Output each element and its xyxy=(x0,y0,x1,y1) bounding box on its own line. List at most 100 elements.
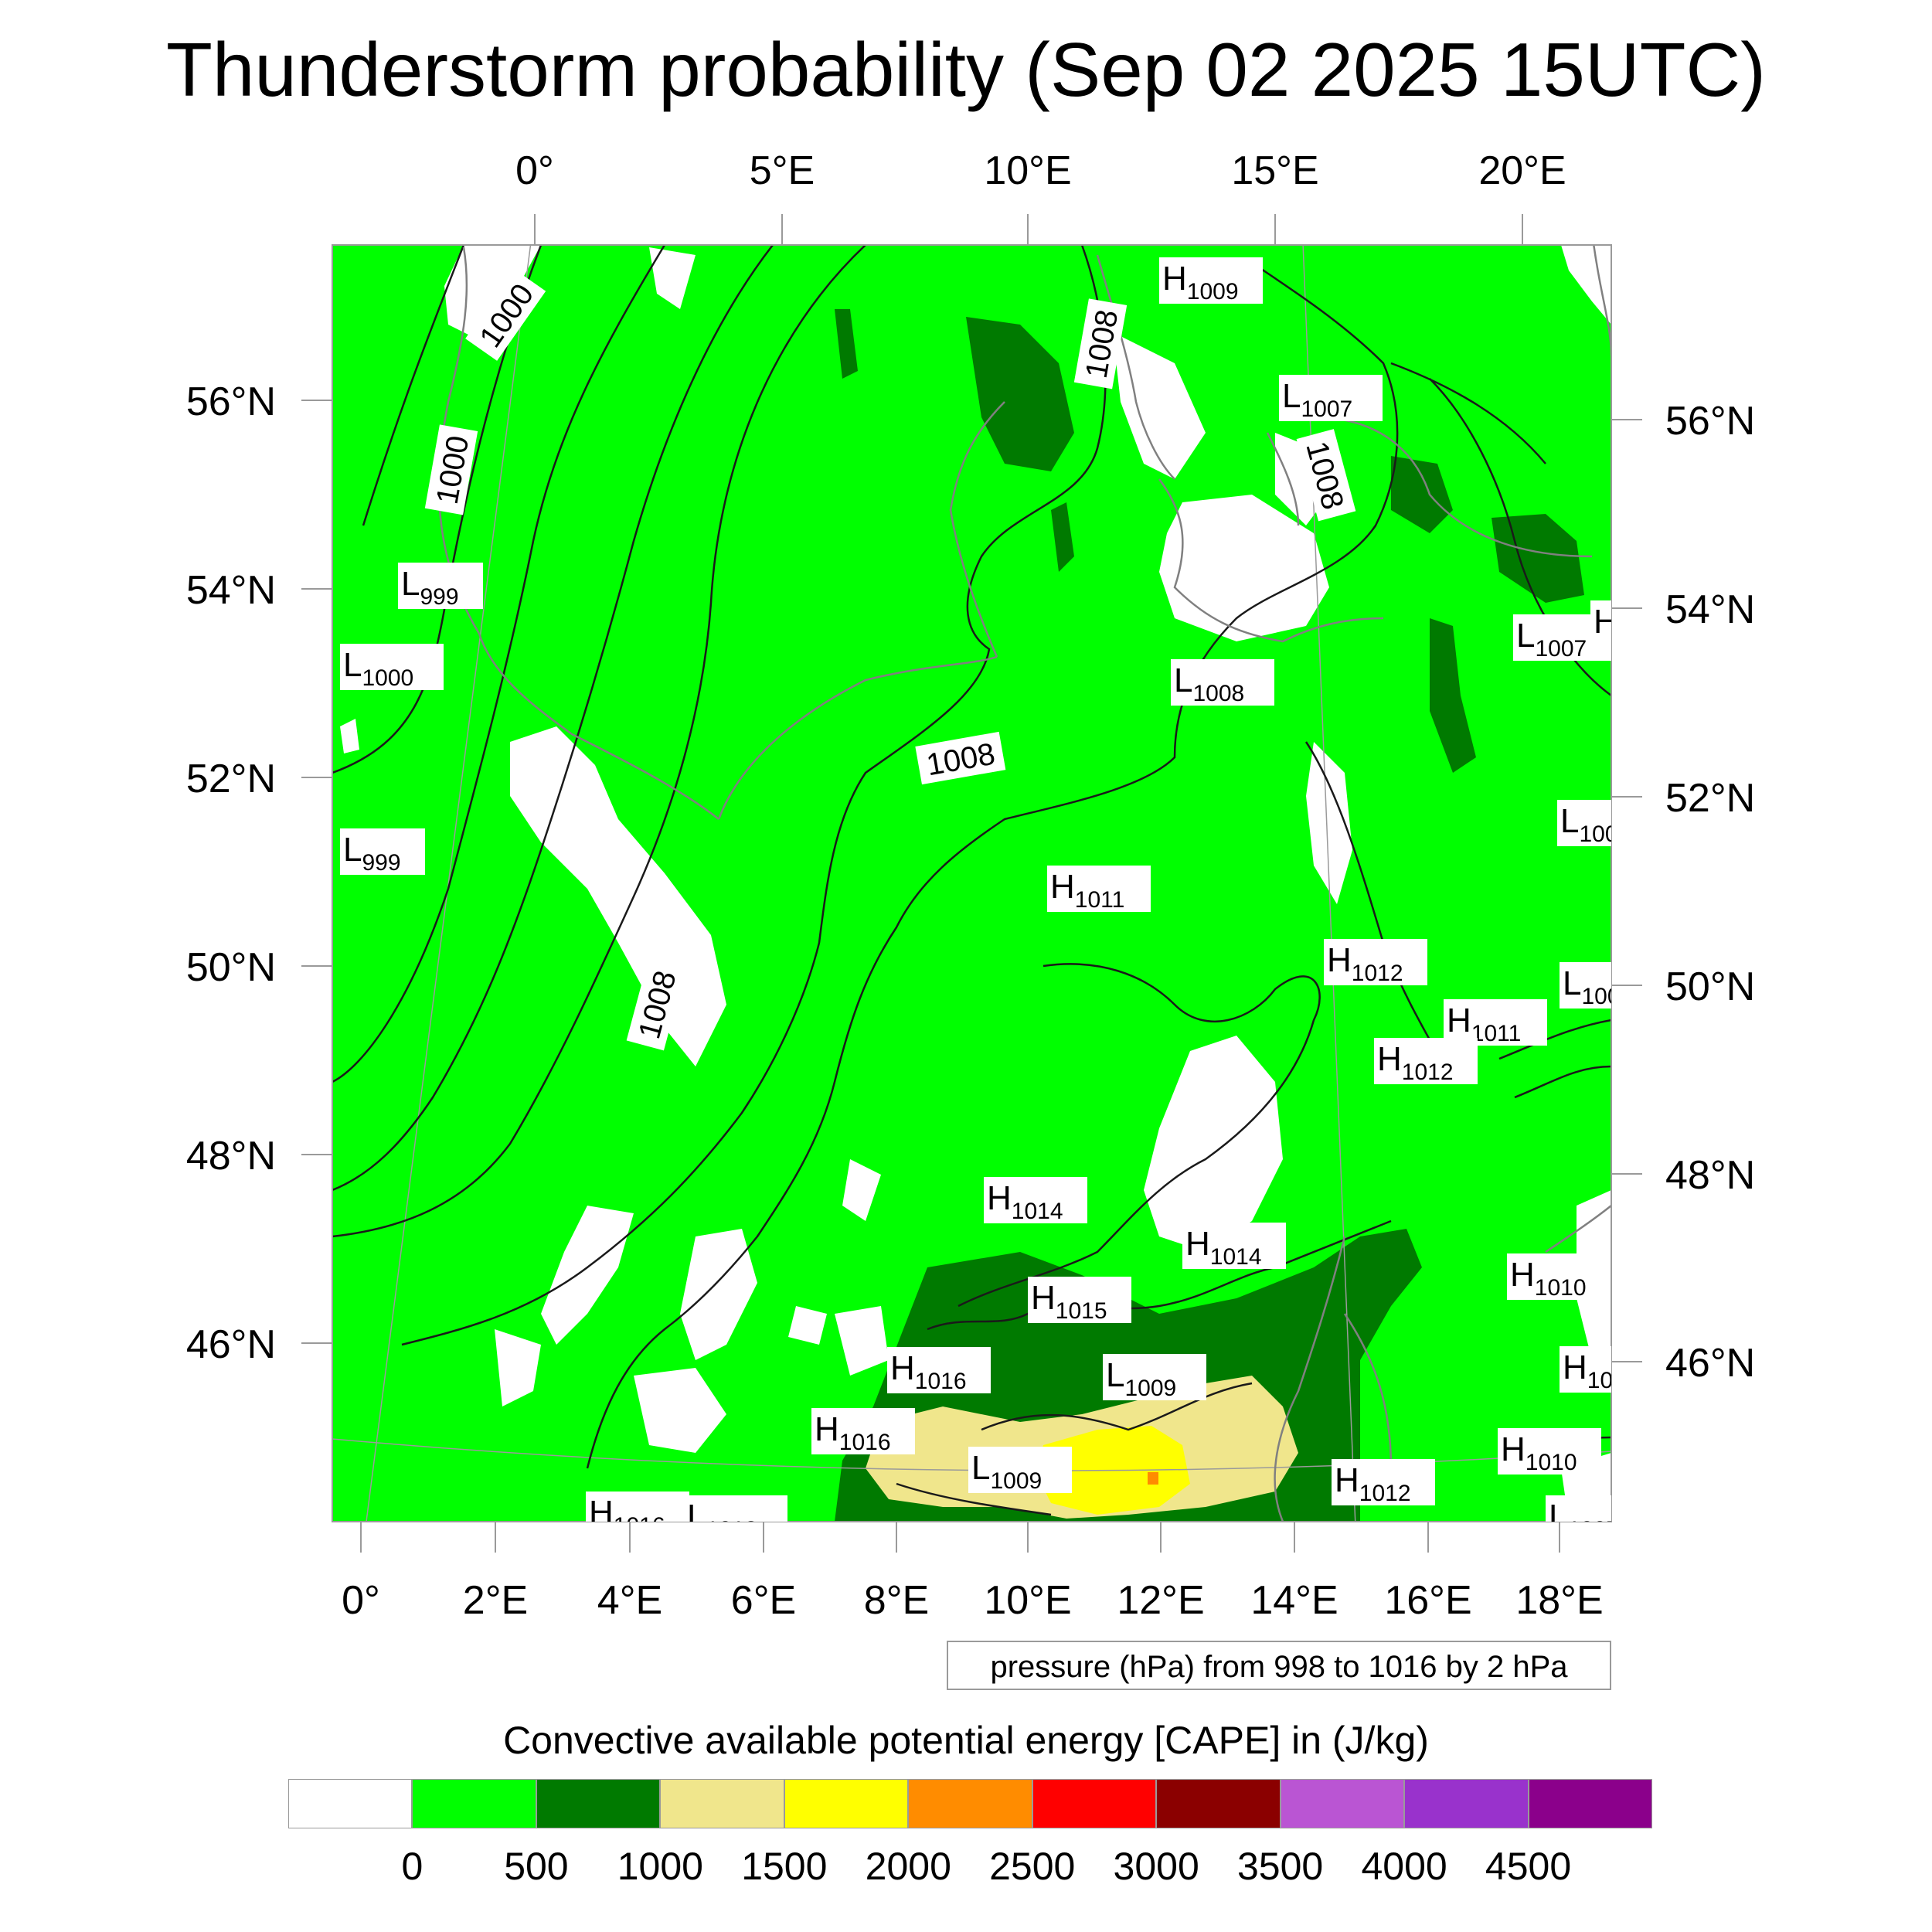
colorbar-segment xyxy=(536,1779,661,1828)
pressure-center-text: H1012 xyxy=(1327,941,1403,986)
pressure-center-label: L999 xyxy=(340,828,425,876)
right-latitude-labels: 56°N 54°N 52°N 50°N 48°N 46°N xyxy=(1665,399,1755,1386)
right-lat-label: 54°N xyxy=(1665,587,1755,632)
pressure-center-label: H1016 xyxy=(586,1492,689,1539)
map-title: Thunderstorm probability (Sep 02 2025 15… xyxy=(166,27,1766,112)
bottom-lon-label: 0° xyxy=(342,1578,380,1623)
pressure-center-label: L1013 xyxy=(684,1495,787,1543)
colorbar-segment xyxy=(1032,1779,1157,1828)
pressure-center-text: H100 xyxy=(1563,1349,1626,1393)
colorbar-segment xyxy=(412,1779,536,1828)
pressure-center-label: L1007 xyxy=(1279,375,1383,422)
top-lon-label: 10°E xyxy=(984,148,1071,193)
pressure-center-text: L999 xyxy=(401,565,459,610)
top-lon-label: 0° xyxy=(515,148,554,193)
pressure-center-text: L1000 xyxy=(343,646,413,691)
right-lat-label: 46°N xyxy=(1665,1341,1755,1386)
pressure-center-label: L1008 xyxy=(1171,659,1274,706)
bottom-lon-label: 10°E xyxy=(984,1578,1071,1623)
colorbar-title: Convective available potential energy [C… xyxy=(503,1719,1429,1762)
colorbar-segment xyxy=(1156,1779,1281,1828)
left-lat-label: 46°N xyxy=(186,1322,276,1367)
pressure-center-label: H1010 xyxy=(1507,1253,1611,1301)
pressure-center-label: H xyxy=(1590,600,1618,647)
bottom-lon-label: 14°E xyxy=(1250,1578,1338,1623)
pressure-center-text: H1016 xyxy=(890,1349,967,1394)
pressure-center-text: H1015 xyxy=(1031,1279,1107,1324)
colorbar-tick-label: 500 xyxy=(504,1845,569,1888)
pressure-center-text: H1014 xyxy=(1185,1225,1262,1270)
colorbar-tick-label: 0 xyxy=(401,1845,423,1888)
pressure-center-text: H1012 xyxy=(1377,1040,1454,1085)
pressure-center-text: H xyxy=(1594,603,1618,641)
pressure-center-text: L100 xyxy=(1563,964,1621,1009)
colorbar-segment xyxy=(1404,1779,1529,1828)
right-lat-label: 50°N xyxy=(1665,964,1755,1009)
right-lat-label: 52°N xyxy=(1665,776,1755,821)
cape-colorbar xyxy=(288,1779,1652,1828)
pressure-center-text: L100 xyxy=(1560,802,1618,847)
pressure-center-text: L1007 xyxy=(1516,617,1587,662)
tick-marks xyxy=(301,214,1642,1553)
pressure-center-label: H1014 xyxy=(984,1177,1087,1224)
pressure-center-label: H1009 xyxy=(1159,257,1263,304)
pressure-center-text: L1009 xyxy=(971,1449,1042,1494)
left-latitude-labels: 56°N 54°N 52°N 50°N 48°N 46°N xyxy=(186,379,276,1367)
pressure-center-label: L100 xyxy=(1557,800,1618,847)
colorbar-segment xyxy=(908,1779,1032,1828)
pressure-center-label: H1010 xyxy=(1498,1428,1601,1475)
pressure-center-label: H1016 xyxy=(887,1347,991,1394)
map-frame xyxy=(332,244,1612,1522)
pressure-center-text: L999 xyxy=(343,831,401,876)
pressure-center-label: H1014 xyxy=(1182,1223,1286,1270)
pressure-center-label: H1012 xyxy=(1332,1459,1435,1506)
left-lat-label: 52°N xyxy=(186,757,276,801)
colorbar-segment xyxy=(1280,1779,1405,1828)
pressure-center-label: L1007 xyxy=(1546,1495,1619,1543)
pressure-center-text: H1016 xyxy=(589,1494,665,1539)
pressure-center-text: H1009 xyxy=(1162,260,1239,304)
left-lat-label: 50°N xyxy=(186,945,276,990)
pressure-center-text: H1010 xyxy=(1501,1430,1577,1475)
pressure-center-label: H1012 xyxy=(1374,1038,1478,1085)
colorbar-segment xyxy=(1528,1779,1652,1828)
pressure-center-label: H1016 xyxy=(811,1408,915,1455)
pressure-center-text: L1009 xyxy=(1106,1356,1176,1401)
colorbar-tick-label: 1500 xyxy=(741,1845,828,1888)
colorbar-tick-label: 4500 xyxy=(1485,1845,1572,1888)
pressure-contour-note: pressure (hPa) from 998 to 1016 by 2 hPa xyxy=(947,1641,1611,1690)
pressure-center-label: L999 xyxy=(398,563,483,610)
colorbar-segment xyxy=(784,1779,909,1828)
pressure-center-label: L1009 xyxy=(1103,1354,1206,1401)
colorbar-tick-label: 1000 xyxy=(617,1845,703,1888)
pressure-center-label: L1000 xyxy=(340,644,444,691)
bottom-lon-label: 2°E xyxy=(463,1578,528,1623)
colorbar-tick-labels: 0 500 1000 1500 2000 2500 3000 3500 4000 4500 xyxy=(0,1839,1932,1893)
cape-2000-2500-spot xyxy=(1148,1472,1158,1485)
pressure-center-label: L1009 xyxy=(968,1447,1072,1494)
pressure-center-text: L1007 xyxy=(1549,1498,1619,1543)
pressure-center-text: H1014 xyxy=(987,1179,1063,1224)
pressure-center-text: L1013 xyxy=(687,1498,757,1543)
top-lon-label: 20°E xyxy=(1478,148,1566,193)
bottom-lon-label: 4°E xyxy=(597,1578,662,1623)
pressure-center-text: H1010 xyxy=(1510,1256,1587,1301)
top-lon-label: 15°E xyxy=(1231,148,1318,193)
bottom-lon-label: 18°E xyxy=(1515,1578,1603,1623)
bottom-lon-label: 16°E xyxy=(1384,1578,1471,1623)
colorbar-tick-label: 3500 xyxy=(1237,1845,1324,1888)
colorbar-segment xyxy=(288,1779,413,1828)
pressure-center-text: H1011 xyxy=(1447,1002,1521,1046)
colorbar-tick-label: 2500 xyxy=(989,1845,1076,1888)
pressure-center-label: H1012 xyxy=(1324,939,1427,986)
pressure-center-text: H1016 xyxy=(815,1410,891,1455)
top-longitude-labels: 0° 5°E 10°E 15°E 20°E xyxy=(515,148,1566,193)
left-lat-label: 56°N xyxy=(186,379,276,424)
pressure-center-label: H100 xyxy=(1560,1346,1626,1393)
left-lat-label: 48°N xyxy=(186,1134,276,1179)
pressure-center-text: L1008 xyxy=(1174,662,1244,706)
bottom-lon-label: 12°E xyxy=(1117,1578,1204,1623)
right-lat-label: 48°N xyxy=(1665,1153,1755,1198)
